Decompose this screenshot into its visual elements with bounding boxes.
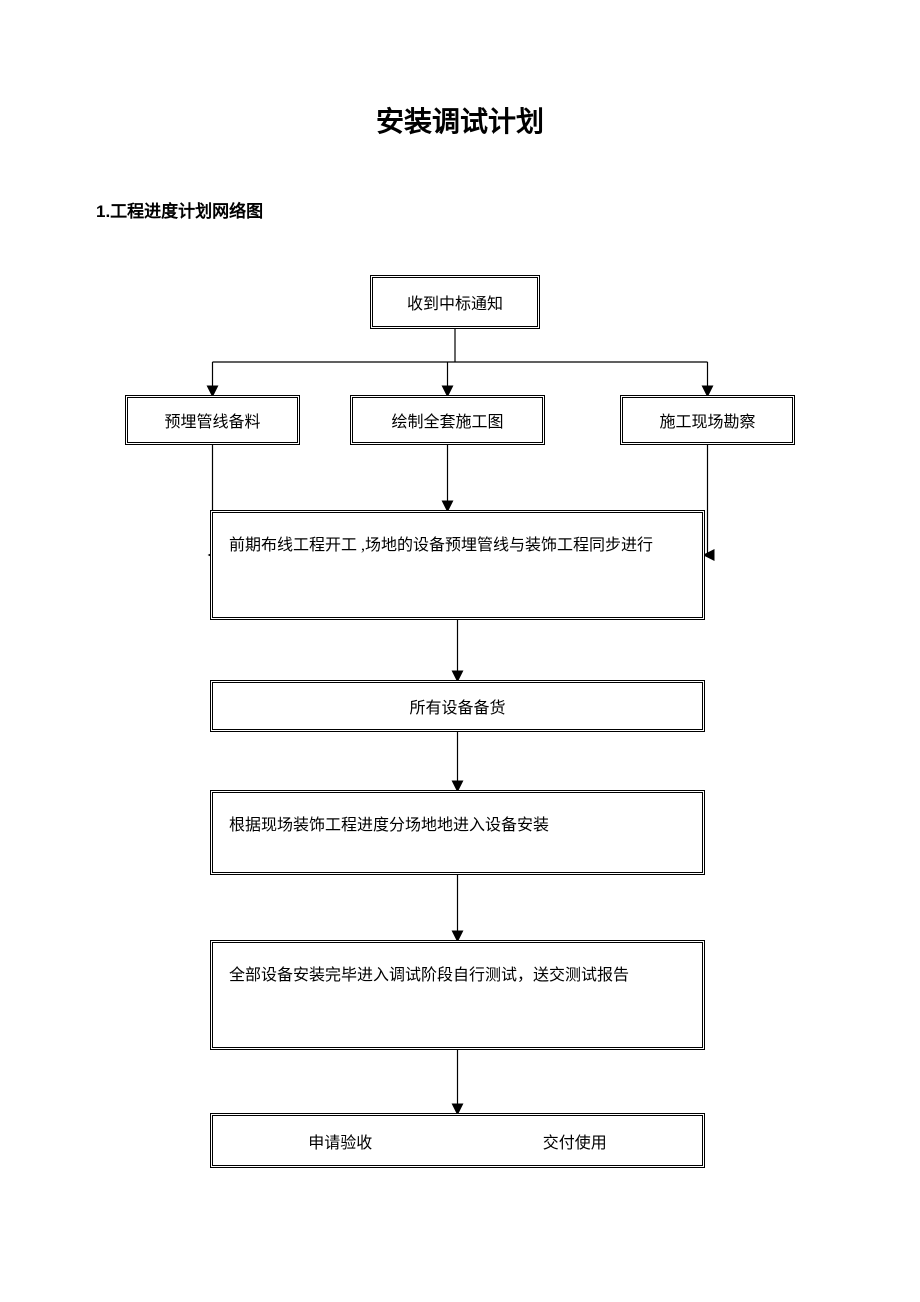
- flowchart-node-n2a: 预埋管线备料: [125, 395, 300, 445]
- node-label: 申请验收: [308, 1129, 372, 1153]
- node-label: 根据现场装饰工程进度分场地地进入设备安装: [229, 807, 549, 845]
- flowchart-node-n2b: 绘制全套施工图: [350, 395, 545, 445]
- flowchart-node-n6: 全部设备安装完毕进入调试阶段自行测试，送交测试报告: [210, 940, 705, 1050]
- node-label: 所有设备备货: [409, 694, 505, 718]
- node-label: 绘制全套施工图: [391, 408, 503, 432]
- node-label: 交付使用: [543, 1129, 607, 1153]
- flowchart-node-n3: 前期布线工程开工 ,场地的设备预埋管线与装饰工程同步进行: [210, 510, 705, 620]
- section-heading: 1.工程进度计划网络图: [96, 197, 263, 222]
- flowchart-node-n7: 申请验收 交付使用: [210, 1113, 705, 1168]
- node-label: 预埋管线备料: [164, 408, 260, 432]
- flowchart-node-n5: 根据现场装饰工程进度分场地地进入设备安装: [210, 790, 705, 875]
- flowchart-node-n1: 收到中标通知: [370, 275, 540, 329]
- node-label: 前期布线工程开工 ,场地的设备预埋管线与装饰工程同步进行: [229, 527, 653, 565]
- flowchart-node-n4: 所有设备备货: [210, 680, 705, 732]
- flowchart-connectors: [0, 0, 920, 1302]
- flowchart-node-n2c: 施工现场勘察: [620, 395, 795, 445]
- node-label: 收到中标通知: [407, 290, 503, 314]
- node-label: 施工现场勘察: [659, 408, 755, 432]
- page-title: 安装调试计划: [0, 100, 920, 140]
- node-label: 全部设备安装完毕进入调试阶段自行测试，送交测试报告: [229, 957, 629, 995]
